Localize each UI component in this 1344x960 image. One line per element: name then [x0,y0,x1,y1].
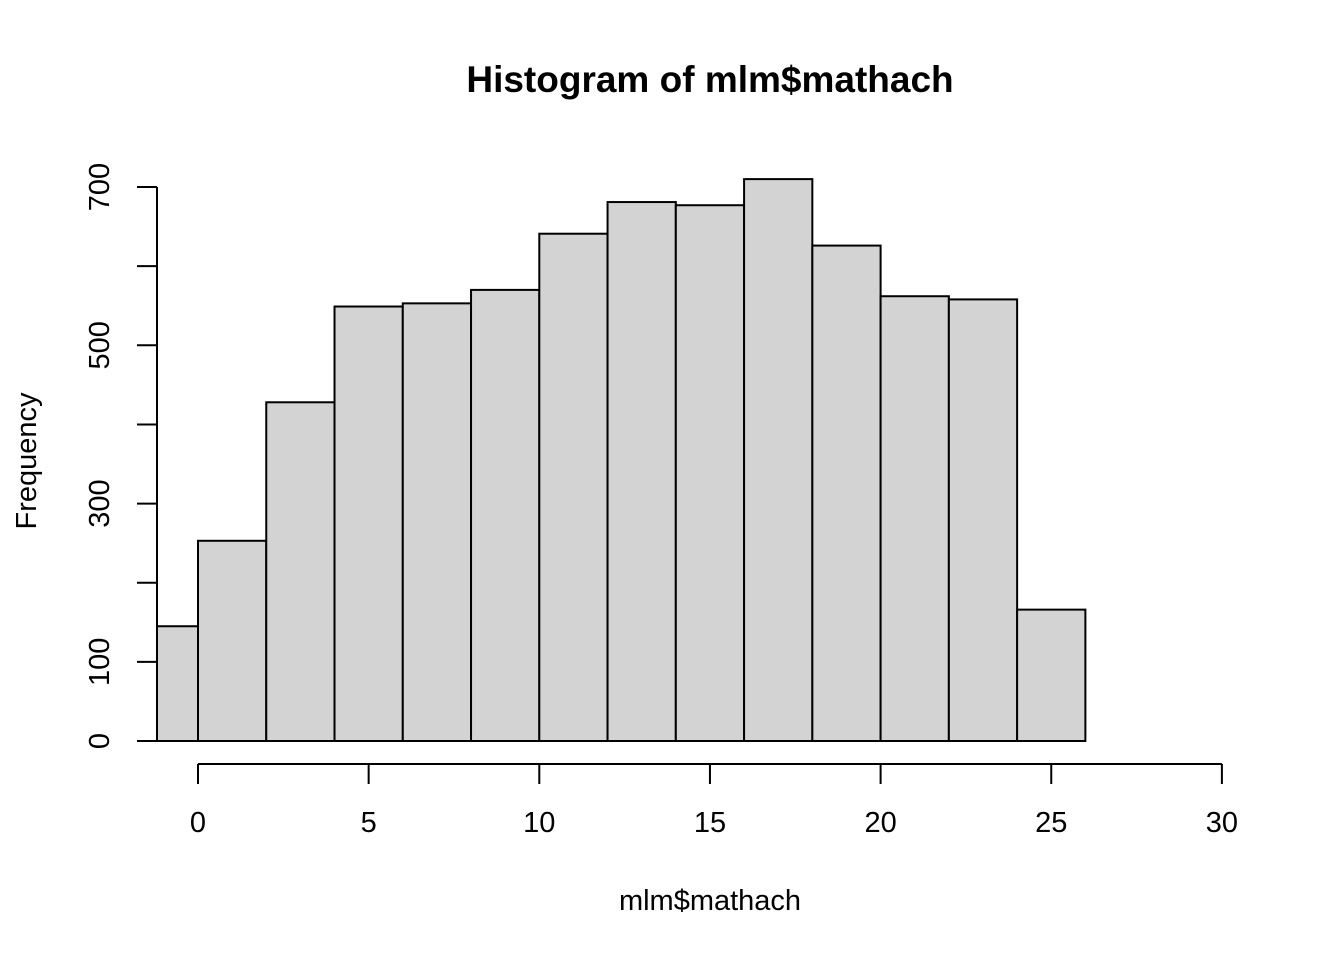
y-tick-label-0: 0 [84,733,116,749]
histogram-bar-10 [811,244,882,743]
y-axis-label: Frequency [11,392,43,530]
histogram-bar-0 [156,625,199,743]
x-tick-label-2: 10 [523,807,555,839]
histogram-bar-5 [470,288,541,742]
x-tick-label-0: 0 [190,807,206,839]
y-axis: 0 100 300 500 700 [84,163,158,749]
histogram-bar-9 [743,178,814,742]
y-tick-label-3: 300 [84,479,116,527]
histogram-bar-13 [1016,608,1087,743]
histogram-bar-6 [538,232,609,743]
y-tick-label-5: 500 [84,321,116,369]
x-tick-label-5: 25 [1035,807,1067,839]
x-tick-label-6: 30 [1206,807,1238,839]
x-axis: 0 5 10 15 20 25 30 [190,763,1238,839]
histogram-bar-7 [606,201,677,743]
histogram-bar-4 [401,302,473,742]
x-tick-label-4: 20 [864,807,896,839]
histogram-bar-11 [879,295,950,742]
x-tick-label-3: 15 [694,807,726,839]
histogram-bar-12 [947,298,1019,742]
chart-title: Histogram of mlm$mathach [466,59,953,100]
bars-group [156,178,1087,743]
histogram-bar-2 [265,401,336,742]
histogram-bar-8 [674,204,746,742]
y-tick-label-1: 100 [84,638,116,686]
y-tick-label-7: 700 [84,163,116,211]
x-tick-label-1: 5 [361,807,377,839]
histogram-bar-1 [197,539,268,743]
histogram-bar-3 [333,305,404,742]
x-axis-label: mlm$mathach [619,885,801,917]
